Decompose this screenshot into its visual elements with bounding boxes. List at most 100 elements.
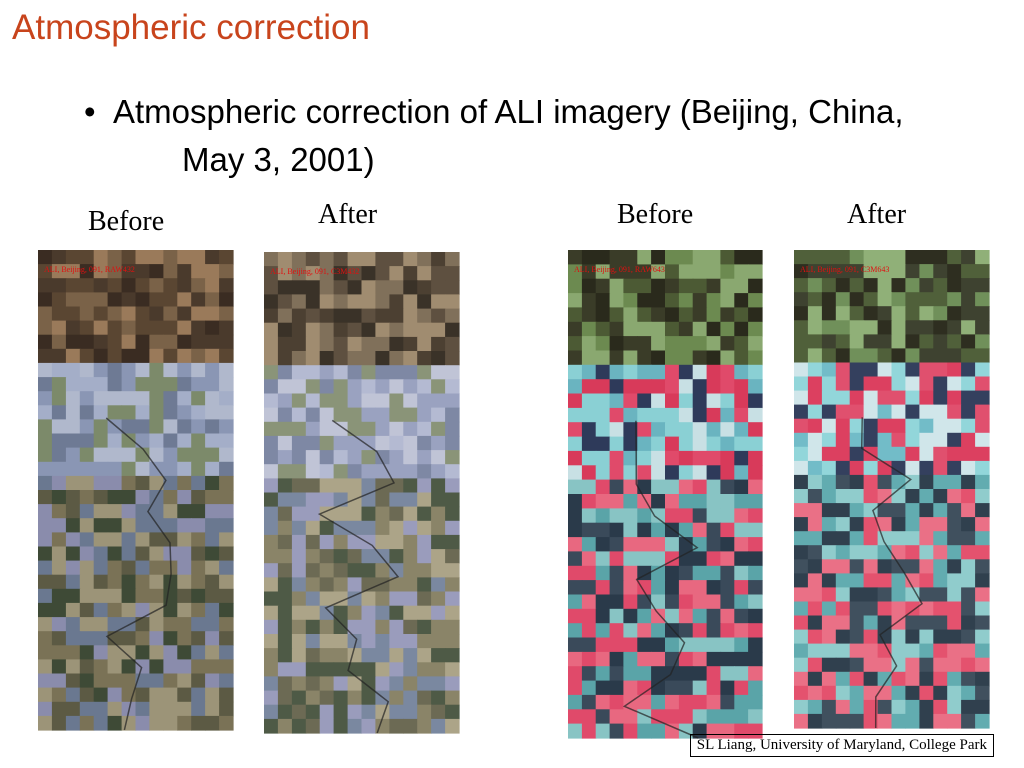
image-texture	[919, 334, 934, 350]
image-texture	[79, 490, 95, 505]
image-texture	[319, 322, 335, 338]
image-texture	[431, 591, 446, 607]
image-texture	[191, 419, 206, 435]
image-texture	[121, 588, 137, 604]
image-texture	[651, 594, 666, 610]
image-texture	[794, 418, 809, 434]
image-texture	[205, 419, 220, 435]
image-texture	[891, 615, 906, 631]
image-texture	[191, 588, 206, 604]
image-texture	[609, 694, 625, 710]
image-texture	[417, 336, 432, 352]
image-texture	[581, 494, 597, 509]
image-texture	[445, 407, 460, 423]
image-texture	[919, 264, 934, 279]
image-texture	[107, 362, 123, 378]
image-texture	[665, 465, 680, 481]
image-texture	[205, 490, 220, 505]
image-texture	[849, 629, 865, 645]
image-texture	[637, 537, 652, 553]
image-texture	[107, 447, 123, 463]
image-texture	[149, 405, 164, 420]
image-texture	[177, 348, 192, 364]
image-texture	[445, 450, 460, 465]
image-texture	[431, 563, 446, 578]
image-texture	[291, 435, 307, 451]
image-texture	[665, 336, 680, 352]
image-texture	[219, 362, 234, 378]
image-texture	[665, 537, 680, 553]
image-texture	[38, 362, 53, 378]
image-texture	[568, 565, 583, 581]
image-texture	[135, 348, 150, 364]
image-texture	[706, 623, 722, 639]
image-texture	[905, 278, 920, 293]
image-texture	[623, 723, 638, 739]
image-texture	[445, 520, 460, 536]
image-texture	[692, 450, 708, 466]
image-texture	[417, 718, 432, 734]
image-texture	[277, 690, 293, 706]
image-texture	[319, 534, 335, 550]
image-texture	[347, 365, 363, 380]
image-texture	[623, 709, 638, 725]
image-texture	[807, 404, 823, 420]
image-texture	[748, 494, 763, 509]
image-texture	[919, 699, 934, 715]
image-texture	[637, 680, 652, 696]
image-texture	[849, 376, 865, 392]
image-texture	[595, 608, 611, 624]
image-texture	[706, 336, 722, 352]
image-texture	[205, 461, 220, 477]
image-texture	[933, 446, 948, 462]
image-texture	[291, 506, 307, 522]
image-texture	[919, 418, 934, 434]
image-texture	[568, 321, 583, 337]
image-texture	[51, 588, 67, 604]
image-texture	[219, 504, 234, 519]
image-texture	[748, 608, 763, 624]
image-texture	[665, 364, 680, 380]
image-texture	[651, 522, 666, 538]
image-texture	[389, 365, 404, 380]
image-texture	[947, 320, 962, 335]
image-texture	[93, 673, 109, 689]
image-texture	[665, 565, 680, 581]
image-texture	[947, 629, 962, 645]
image-texture	[651, 336, 666, 352]
image-texture	[79, 264, 95, 279]
image-texture	[821, 489, 837, 504]
image-texture	[38, 490, 53, 505]
image-texture	[135, 391, 150, 406]
image-texture	[264, 605, 279, 621]
image-texture	[651, 694, 666, 710]
image-texture	[692, 250, 708, 265]
image-texture	[93, 490, 109, 505]
image-texture	[121, 574, 137, 590]
image-texture	[305, 520, 321, 536]
image-texture	[177, 715, 192, 731]
image-texture	[205, 504, 220, 519]
image-texture	[975, 503, 990, 518]
image-texture	[637, 264, 652, 280]
image-texture	[319, 520, 335, 536]
image-texture	[121, 461, 137, 477]
image-texture	[568, 623, 583, 639]
image-texture	[933, 362, 948, 378]
image-texture	[431, 690, 446, 706]
image-texture	[347, 506, 363, 522]
image-texture	[347, 605, 363, 621]
image-texture	[319, 365, 335, 380]
image-texture	[637, 407, 652, 423]
image-texture	[581, 364, 597, 380]
image-texture	[191, 391, 206, 406]
image-texture	[375, 379, 390, 394]
image-texture	[720, 307, 735, 323]
image-texture	[431, 676, 446, 692]
image-texture	[623, 522, 638, 538]
image-texture	[933, 685, 948, 701]
image-texture	[445, 690, 460, 706]
image-texture	[623, 551, 638, 567]
image-texture	[905, 362, 920, 378]
image-texture	[609, 551, 625, 567]
